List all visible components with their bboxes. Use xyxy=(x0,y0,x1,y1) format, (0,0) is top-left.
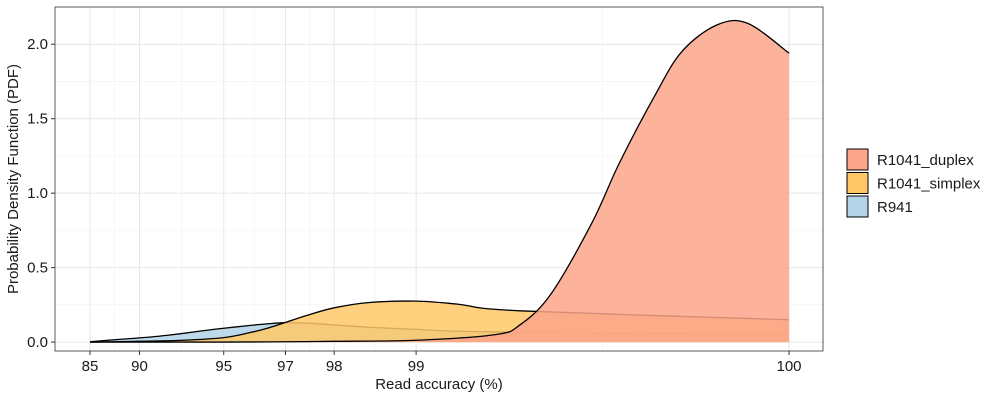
legend-label-r1041-simplex: R1041_simplex xyxy=(877,176,981,193)
y-tick-label: 0.5 xyxy=(27,260,48,277)
x-tick-label: 85 xyxy=(82,358,99,375)
legend-label-r1041-duplex: R1041_duplex xyxy=(877,152,974,169)
x-tick-label: 99 xyxy=(408,358,425,375)
plot-frame xyxy=(54,6,824,352)
x-tick-label: 90 xyxy=(131,358,148,375)
density-line-r1041-duplex xyxy=(89,19,790,343)
legend-key-r1041-simplex xyxy=(846,172,869,194)
y-tick-label: 2.0 xyxy=(27,36,48,53)
legend-key-r941 xyxy=(846,195,869,218)
x-axis-title: Read accuracy (%) xyxy=(375,376,503,393)
density-area-r1041-duplex xyxy=(90,20,789,343)
axis-layer: 85 90 95 97 98 99 100 0.0 0.5 1.0 1.5 2.0 xyxy=(27,36,801,375)
y-axis-title: Probability Density Function (PDF) xyxy=(5,64,22,294)
legend-key-r1041-duplex xyxy=(846,148,869,171)
x-tick-label: 95 xyxy=(215,358,232,375)
x-tick-label: 100 xyxy=(776,358,801,375)
y-tick-label: 1.5 xyxy=(27,111,48,128)
y-tick-label: 0.0 xyxy=(27,334,48,351)
y-tick-label: 1.0 xyxy=(27,185,48,202)
x-tick-label: 98 xyxy=(326,358,343,375)
legend: R1041_duplex R1041_simplex R941 xyxy=(846,148,981,218)
density-line-r1041-simplex xyxy=(89,300,790,343)
x-tick-label: 97 xyxy=(277,358,294,375)
area-layer xyxy=(89,19,790,343)
legend-label-r941: R941 xyxy=(877,199,913,216)
